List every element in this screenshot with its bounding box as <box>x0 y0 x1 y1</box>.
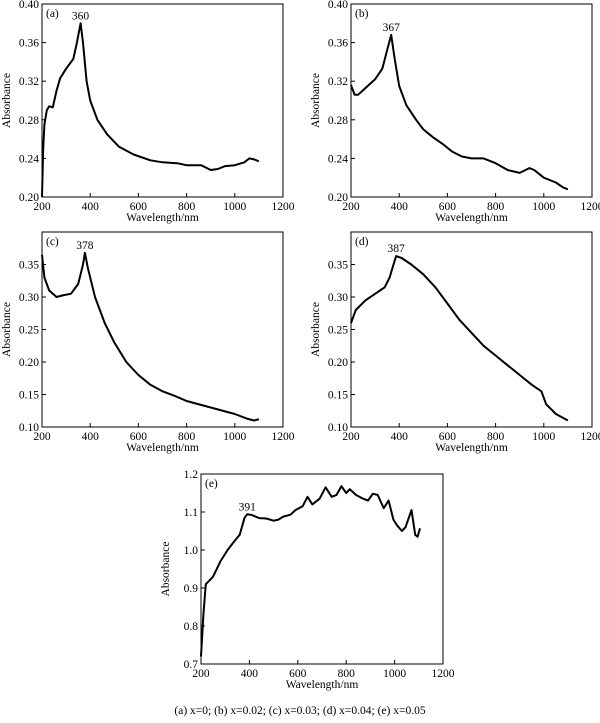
x-tick-label: 400 <box>391 431 409 443</box>
y-tick-label: 0.8 <box>184 621 199 633</box>
y-tick-label: 0.15 <box>328 390 348 402</box>
x-tick-label: 1200 <box>581 431 600 443</box>
y-tick-label: 0.32 <box>328 76 348 88</box>
x-tick-label: 1200 <box>272 201 295 213</box>
y-axis-label: Absorbance <box>1 302 13 357</box>
x-tick-label: 1000 <box>223 201 246 213</box>
panel-c: 200 400 600 800 1000 1200 0.10 0.15 0.20 0.25 0.30… <box>1 231 295 454</box>
y-tick-label: 0.30 <box>19 292 39 304</box>
y-tick-label: 1.2 <box>184 469 199 481</box>
y-tick-label: 0.36 <box>328 38 348 50</box>
y-axis-label: Absorbance <box>1 73 13 128</box>
x-tick-label: 200 <box>342 201 360 213</box>
y-tick-label: 0.20 <box>328 357 348 369</box>
y-tick-label: 0.15 <box>19 390 39 402</box>
plot-frame <box>350 231 593 428</box>
y-tick-label: 0.7 <box>184 659 199 671</box>
y-tick-label: 0.20 <box>19 357 39 369</box>
y-tick-label: 1.1 <box>184 507 199 519</box>
x-tick-label: 1200 <box>581 201 600 213</box>
y-tick-label: 0.25 <box>328 325 348 337</box>
x-tick-label: 600 <box>439 201 457 213</box>
x-tick-label: 400 <box>241 668 259 680</box>
figure-caption: (a) x=0; (b) x=0.02; (c) x=0.03; (d) x=0… <box>174 705 426 717</box>
absorbance-curve <box>200 485 421 657</box>
plot-frame <box>350 3 593 198</box>
plot-frame <box>200 473 444 665</box>
y-tick-label: 0.25 <box>19 325 39 337</box>
peak-annotation: 360 <box>72 10 90 22</box>
x-axis-label: Wavelength/nm <box>435 212 508 224</box>
x-tick-label: 600 <box>289 668 307 680</box>
y-tick-label: 0.36 <box>19 38 39 50</box>
panel-label: (a) <box>46 8 59 20</box>
x-axis-label: Wavelength/nm <box>126 442 199 454</box>
y-axis-label: Absorbance <box>310 302 322 357</box>
x-tick-label: 400 <box>82 431 100 443</box>
x-tick-label: 1000 <box>383 668 406 680</box>
x-tick-label: 400 <box>82 201 100 213</box>
panel-label: (b) <box>355 8 369 20</box>
y-tick-label: 0.30 <box>328 292 348 304</box>
y-tick-label: 0.10 <box>19 422 39 434</box>
peak-annotation: 391 <box>239 501 257 513</box>
y-axis-label: Absorbance <box>310 73 322 128</box>
y-axis-label: Absorbance <box>160 542 172 597</box>
x-tick-label: 800 <box>178 201 196 213</box>
x-tick-label: 1200 <box>272 431 295 443</box>
y-tick-label: 0.32 <box>19 76 39 88</box>
x-tick-label: 600 <box>439 431 457 443</box>
x-axis-label: Wavelength/nm <box>435 442 508 454</box>
x-tick-label: 600 <box>130 431 148 443</box>
y-tick-label: 1.0 <box>184 545 199 557</box>
y-tick-label: 0.10 <box>328 422 348 434</box>
y-tick-label: 0.40 <box>19 0 39 11</box>
panel-b: 200 400 600 800 1000 1200 0.20 0.24 0.28 0.32 0.36… <box>310 0 600 224</box>
x-tick-label: 1000 <box>532 431 555 443</box>
x-tick-label: 1000 <box>532 201 555 213</box>
x-tick-label: 1200 <box>432 668 455 680</box>
x-tick-label: 200 <box>33 431 51 443</box>
y-tick-label: 0.24 <box>19 153 39 165</box>
plot-frame <box>41 3 284 198</box>
x-tick-label: 800 <box>338 668 356 680</box>
x-tick-label: 200 <box>192 668 210 680</box>
x-tick-label: 400 <box>391 201 409 213</box>
y-tick-label: 0.24 <box>328 153 348 165</box>
panel-e: 200 400 600 800 1000 1200 0.7 0.8 0.9 1.0 1.1 1.2 Wa… <box>160 469 455 691</box>
panel-label: (d) <box>355 236 369 248</box>
x-tick-label: 200 <box>33 201 51 213</box>
panel-label: (e) <box>205 478 218 490</box>
x-tick-label: 800 <box>178 431 196 443</box>
x-axis-label: Wavelength/nm <box>126 212 199 224</box>
y-tick-label: 0.35 <box>19 260 39 272</box>
absorbance-curve <box>41 22 260 198</box>
peak-annotation: 367 <box>383 22 401 34</box>
panel-label: (c) <box>46 236 59 248</box>
plot-frame <box>41 231 284 428</box>
absorbance-curve <box>350 33 569 191</box>
panel-a: 200 400 600 800 1000 1200 0.20 0.24 0.28 0.32 0.36… <box>1 0 295 224</box>
x-tick-label: 800 <box>487 201 505 213</box>
absorbance-curve <box>350 255 569 422</box>
x-tick-label: 200 <box>342 431 360 443</box>
peak-annotation: 387 <box>387 243 405 255</box>
y-tick-label: 0.28 <box>328 115 348 127</box>
y-tick-label: 0.20 <box>19 192 39 204</box>
y-tick-label: 0.40 <box>328 0 348 11</box>
x-axis-label: Wavelength/nm <box>286 679 359 691</box>
x-tick-label: 600 <box>130 201 148 213</box>
y-tick-label: 0.20 <box>328 192 348 204</box>
peak-annotation: 378 <box>76 240 94 252</box>
absorbance-curve <box>41 251 260 422</box>
panel-d: 200 400 600 800 1000 1200 0.10 0.15 0.20 0.25 0.30… <box>310 231 600 454</box>
y-tick-label: 0.28 <box>19 115 39 127</box>
y-tick-label: 0.35 <box>328 260 348 272</box>
y-tick-label: 0.9 <box>184 583 199 595</box>
x-tick-label: 1000 <box>223 431 246 443</box>
x-tick-label: 800 <box>487 431 505 443</box>
